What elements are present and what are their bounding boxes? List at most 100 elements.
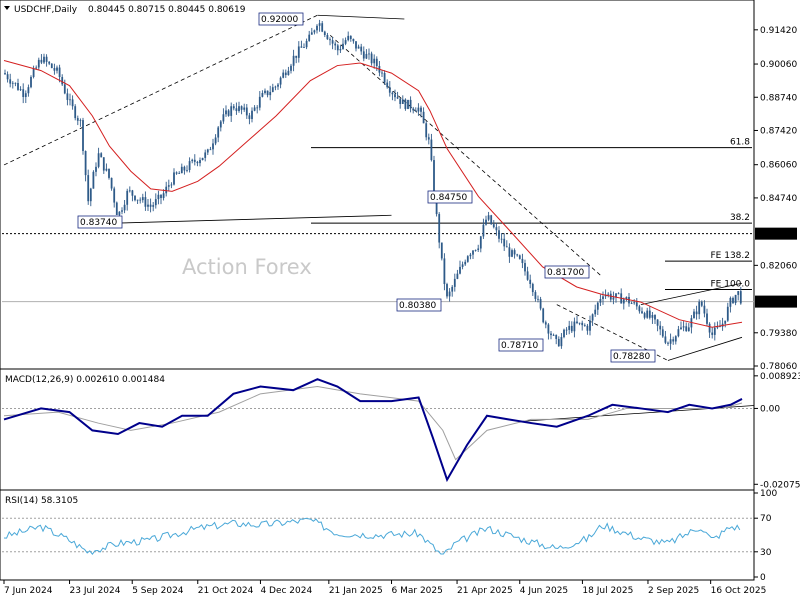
trend-line	[667, 336, 743, 361]
rsi-line	[3, 517, 741, 555]
candle-body	[594, 309, 597, 315]
candle-body	[461, 264, 464, 267]
candle-body	[599, 299, 602, 303]
candle-body	[199, 160, 201, 164]
x-tick-label: 4 Dec 2024	[260, 586, 312, 596]
candle-body	[396, 97, 399, 99]
candle-body	[92, 171, 95, 189]
candle-body	[659, 325, 662, 330]
candle-body	[165, 186, 168, 194]
price-annotation-box	[427, 190, 473, 204]
fib-label: 38.2	[730, 213, 750, 223]
y-tick-label: 0.87420	[760, 126, 797, 136]
candle-body	[500, 238, 503, 240]
candle-body	[625, 296, 628, 300]
candle-body	[256, 107, 259, 109]
candle-body	[79, 120, 82, 121]
candle-body	[329, 39, 331, 41]
candle-body	[225, 110, 227, 115]
candle-body	[383, 72, 386, 83]
candle-body	[544, 322, 547, 325]
candle-body	[141, 197, 144, 201]
candle-body	[297, 46, 300, 58]
candle-body	[539, 299, 542, 309]
y-tick-label: 0.90060	[760, 60, 797, 70]
x-tick-label: 23 Jul 2024	[70, 586, 121, 596]
candle-body	[630, 303, 633, 305]
candle-body	[542, 308, 545, 323]
candle-body	[344, 40, 347, 44]
candle-body	[66, 93, 69, 100]
candle-body	[732, 297, 734, 304]
candle-body	[287, 70, 290, 76]
candle-body	[108, 168, 110, 178]
candle-body	[687, 327, 690, 332]
macd-label: MACD(12,26,9) 0.002610 0.001484	[5, 375, 165, 385]
candle-body	[349, 35, 352, 39]
candle-body	[654, 315, 656, 320]
candle-body	[50, 63, 53, 69]
price-annotation-box	[610, 349, 656, 363]
candle-body	[352, 38, 355, 42]
candle-body	[716, 326, 719, 328]
candle-body	[357, 46, 360, 49]
candle-body	[214, 137, 217, 144]
watermark: Action Forex	[182, 255, 312, 279]
main-price-panel: Action Forex 0.91420 0.90060 0.88740 0.8742…	[0, 0, 797, 372]
candle-body	[284, 72, 287, 76]
candle-body	[568, 325, 571, 330]
candle-body	[674, 336, 677, 342]
dropdown-arrow-icon[interactable]	[4, 6, 10, 10]
candle-body	[508, 247, 511, 257]
candle-body	[222, 114, 225, 122]
candle-body	[391, 92, 394, 95]
candle-body	[61, 77, 64, 85]
price-annotation: 0.81700	[547, 268, 584, 278]
candle-body	[110, 177, 113, 189]
candle-body	[651, 315, 654, 318]
candle-body	[24, 93, 27, 98]
price-annotation-box	[396, 298, 442, 312]
candle-body	[638, 306, 641, 312]
macd-y-axis: 0.008923 0.00 -0.020759	[2, 372, 800, 490]
candle-body	[30, 76, 32, 88]
candle-body	[661, 329, 664, 337]
x-axis: 7 Jun 2024 23 Jul 2024 5 Sep 2024 21 Oct 20…	[3, 580, 766, 596]
candle-body	[482, 224, 485, 237]
candle-body	[14, 82, 17, 84]
level-price-box	[755, 227, 797, 240]
rsi-tick-label: 100	[760, 489, 777, 499]
candle-body	[334, 43, 337, 46]
candle-body	[672, 339, 675, 342]
candle-body	[734, 294, 737, 304]
candle-body	[82, 120, 84, 152]
candle-body	[563, 329, 565, 338]
candle-body	[258, 96, 261, 108]
candle-body	[147, 204, 149, 207]
candle-body	[238, 106, 240, 112]
candle-body	[443, 258, 446, 285]
candle-body	[729, 297, 732, 307]
candle-body	[209, 149, 212, 151]
candle-body	[633, 302, 636, 304]
candle-body	[440, 242, 443, 259]
candle-body	[581, 322, 584, 326]
candle-body	[217, 127, 220, 138]
candle-body	[87, 175, 90, 202]
candle-body	[295, 55, 298, 58]
candle-body	[48, 61, 51, 64]
candle-body	[615, 293, 617, 298]
candle-body	[451, 286, 454, 292]
candle-body	[737, 291, 740, 295]
candle-body	[425, 123, 428, 138]
candle-body	[368, 53, 370, 55]
candle-body	[695, 311, 698, 315]
signal-line	[3, 386, 743, 461]
current-price-box	[755, 295, 797, 308]
rsi-y-axis: 100 70 30 0	[2, 489, 777, 583]
ma-line	[3, 60, 743, 328]
candle-body	[173, 172, 175, 185]
candle-body	[336, 45, 339, 51]
candles	[4, 19, 742, 350]
trend-line	[317, 14, 405, 20]
